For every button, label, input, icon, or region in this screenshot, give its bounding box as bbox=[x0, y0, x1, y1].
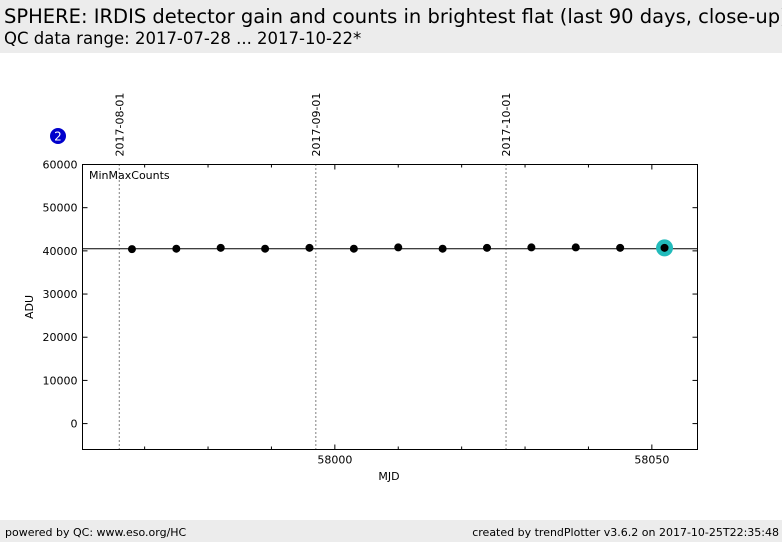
data-point bbox=[394, 243, 403, 252]
header-bar: SPHERE: IRDIS detector gain and counts i… bbox=[0, 0, 782, 53]
y-tick-label: 20000 bbox=[43, 331, 78, 344]
data-point bbox=[483, 243, 492, 252]
date-marker-label: 2017-09-01 bbox=[310, 93, 323, 157]
x-tick-label: 58000 bbox=[317, 454, 352, 467]
footer-created: created by trendPlotter v3.6.2 on 2017-1… bbox=[472, 526, 779, 539]
data-point bbox=[261, 244, 270, 253]
y-axis-label: ADU bbox=[23, 295, 36, 319]
data-point bbox=[305, 243, 314, 252]
data-point bbox=[527, 243, 536, 252]
data-point bbox=[438, 244, 447, 253]
x-axis-label: MJD bbox=[378, 470, 399, 483]
data-point bbox=[660, 243, 669, 252]
x-tick-label: 58050 bbox=[634, 454, 669, 467]
badge-circle bbox=[50, 128, 66, 144]
data-point bbox=[571, 243, 580, 252]
y-tick-label: 0 bbox=[71, 418, 78, 431]
badge-label: 2 bbox=[54, 130, 62, 144]
data-point bbox=[616, 243, 625, 252]
data-point bbox=[349, 244, 358, 253]
data-point bbox=[127, 245, 136, 254]
y-tick-label: 60000 bbox=[43, 159, 78, 172]
footer-credit: powered by QC: www.eso.org/HC bbox=[5, 526, 187, 539]
chart: 2 2017-08-01 2017-09-01 2017-10-01 0 10000 2… bbox=[23, 93, 698, 483]
data-count-badge: 2 bbox=[50, 128, 66, 144]
y-tick-label: 50000 bbox=[43, 202, 78, 215]
y-tick-label: 10000 bbox=[43, 374, 78, 387]
page-title: SPHERE: IRDIS detector gain and counts i… bbox=[4, 5, 782, 28]
date-marker-label: 2017-10-01 bbox=[500, 93, 513, 157]
data-point bbox=[172, 244, 181, 253]
data-point bbox=[216, 243, 225, 252]
page-subtitle: QC data range: 2017-07-28 ... 2017-10-22… bbox=[4, 29, 362, 48]
y-tick-label: 30000 bbox=[43, 288, 78, 301]
y-tick-label: 40000 bbox=[43, 245, 78, 258]
plot-frame bbox=[82, 164, 698, 450]
series-label: MinMaxCounts bbox=[89, 169, 170, 182]
date-marker-label: 2017-08-01 bbox=[113, 93, 126, 157]
footer-bar: powered by QC: www.eso.org/HC created by… bbox=[0, 520, 782, 542]
